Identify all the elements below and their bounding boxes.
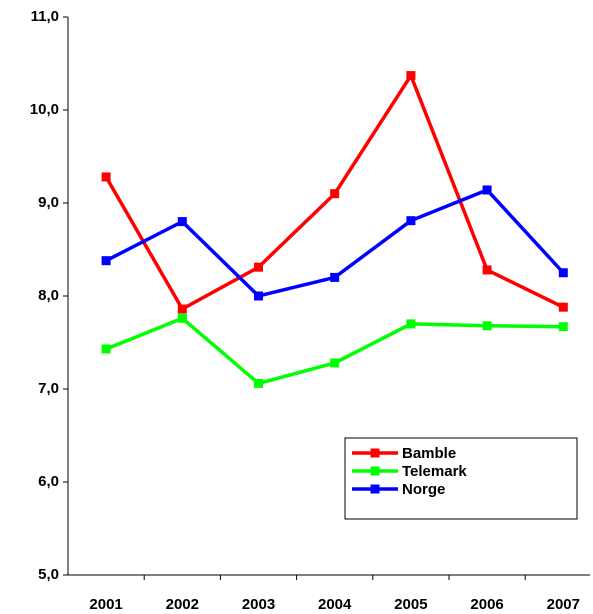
y-tick-label: 5,0 (38, 566, 59, 583)
marker (558, 302, 568, 312)
marker (254, 262, 263, 272)
marker (330, 189, 340, 199)
marker (177, 304, 187, 314)
marker (177, 313, 187, 323)
marker (330, 272, 340, 282)
y-tick-label: 9,0 (38, 194, 59, 211)
marker (330, 358, 340, 368)
legend-marker (370, 448, 380, 458)
x-tick-label: 2004 (318, 596, 352, 613)
marker (101, 344, 111, 354)
legend-label: Telemark (402, 463, 467, 480)
marker (177, 217, 187, 227)
marker (482, 321, 492, 331)
marker (101, 256, 111, 266)
marker (101, 172, 111, 182)
legend-marker (370, 466, 380, 476)
y-tick-label: 10,0 (30, 101, 59, 118)
marker (482, 185, 492, 195)
x-tick-label: 2006 (470, 596, 503, 613)
y-tick-label: 11,0 (31, 8, 59, 25)
y-tick-label: 7,0 (38, 380, 59, 397)
marker (558, 268, 568, 278)
y-tick-label: 6,0 (38, 473, 59, 490)
legend-label: Bamble (402, 445, 456, 462)
marker (406, 71, 416, 81)
marker (558, 322, 568, 332)
marker (406, 216, 416, 226)
x-tick-label: 2007 (547, 596, 580, 613)
marker (406, 319, 416, 329)
x-tick-label: 2001 (89, 596, 122, 613)
marker (254, 291, 263, 301)
x-tick-label: 2005 (394, 596, 427, 613)
x-tick-label: 2002 (166, 596, 199, 613)
y-tick-label: 8,0 (38, 287, 59, 304)
legend-marker (370, 484, 380, 494)
legend-label: Norge (402, 481, 445, 498)
marker (254, 378, 263, 388)
marker (482, 265, 492, 275)
series-line (105, 316, 564, 386)
x-tick-label: 2003 (242, 596, 275, 613)
